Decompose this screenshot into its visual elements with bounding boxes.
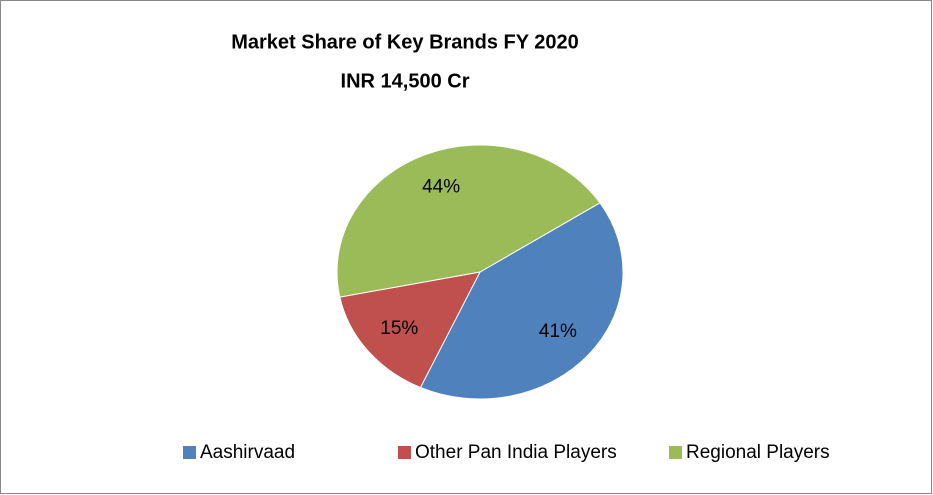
legend-label: Other Pan India Players [415, 442, 617, 463]
legend-swatch [669, 446, 682, 459]
chart-subtitle: INR 14,500 Cr [341, 70, 470, 92]
data-label: 44% [422, 176, 460, 197]
legend-label: Regional Players [686, 442, 830, 463]
data-label: 41% [539, 321, 577, 342]
pie-slice [419, 202, 624, 400]
pie-slice [339, 271, 481, 389]
data-label: 15% [380, 318, 418, 339]
pie-slice [336, 144, 601, 298]
legend-label: Aashirvaad [200, 442, 295, 463]
legend-swatch [183, 446, 196, 459]
legend-swatch [398, 446, 411, 459]
chart-title: Market Share of Key Brands FY 2020 [231, 31, 579, 53]
